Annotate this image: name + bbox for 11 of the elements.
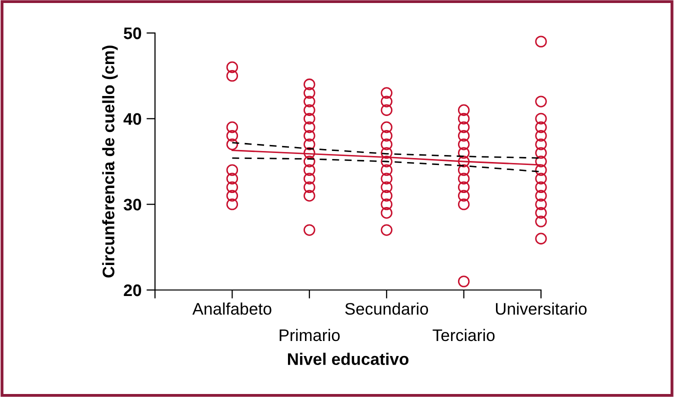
- y-tick-label: 20: [124, 284, 142, 296]
- y-tick-label: 30: [124, 198, 142, 211]
- x-tick-label: Secundario: [345, 302, 428, 315]
- x-tick-label: Analfabeto: [192, 302, 272, 315]
- x-axis-title: Nivel educativo: [288, 352, 408, 365]
- x-tick-label: Universitario: [496, 302, 587, 315]
- x-tick-label: Terciario: [432, 328, 495, 342]
- x-tick-label: Primario: [280, 328, 340, 342]
- y-tick-label: 50: [124, 27, 142, 40]
- y-tick-label: 40: [124, 113, 142, 125]
- y-axis-title: Circunferencia de cuello (cm): [102, 46, 118, 278]
